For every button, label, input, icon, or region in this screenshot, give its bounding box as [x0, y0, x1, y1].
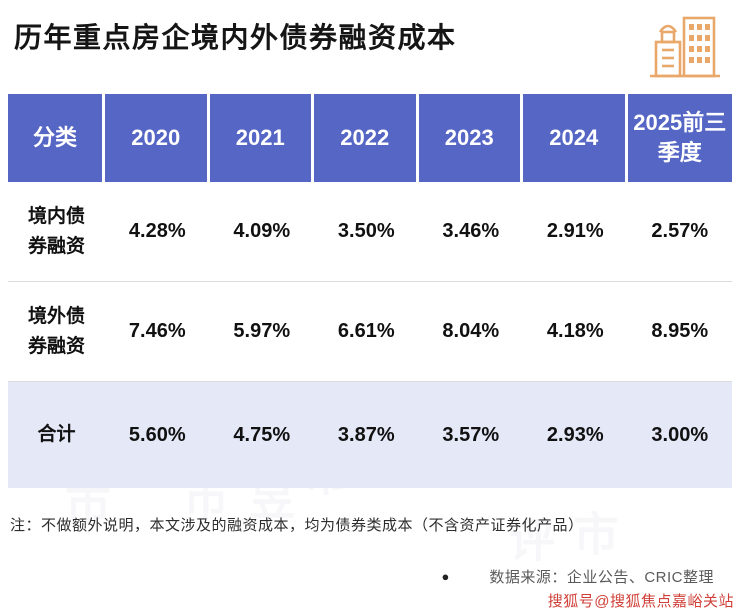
table-cell: 8.04% [418, 282, 523, 382]
page-title: 历年重点房企境内外债券融资成本 [14, 22, 457, 53]
row-label-text: 境内债券融资 [27, 206, 85, 257]
row-label: 境外债券融资 [8, 282, 105, 382]
table-cell: 3.00% [627, 382, 732, 488]
table-header-cell: 2022 [314, 94, 419, 182]
table-cell: 4.75% [209, 382, 314, 488]
bullet-icon: ● [441, 569, 450, 584]
buildings-icon [650, 16, 720, 78]
table-cell: 2.91% [523, 182, 628, 282]
table-row-domestic: 境内债券融资 4.28% 4.09% 3.50% 3.46% 2.91% 2.5… [8, 182, 732, 282]
table-header-cell: 2023 [418, 94, 523, 182]
table-cell: 3.50% [314, 182, 419, 282]
table-header-cell: 2024 [523, 94, 628, 182]
row-label: 境内债券融资 [8, 182, 105, 282]
table-cell: 8.95% [627, 282, 732, 382]
data-source: ● 数据来源：企业公告、CRIC整理 [441, 566, 714, 587]
table-header-cell: 2021 [209, 94, 314, 182]
table-row-total: 合计 5.60% 4.75% 3.87% 3.57% 2.93% 3.00% [8, 382, 732, 488]
sohu-watermark: 搜狐号@搜狐焦点嘉峪关站 [547, 593, 734, 610]
data-source-text: 数据来源：企业公告、CRIC整理 [489, 569, 714, 586]
financing-cost-table: 分类 2020 2021 2022 2023 2024 2025前三季度 境内债… [8, 94, 732, 488]
table-header-cell: 分类 [8, 94, 105, 182]
table-cell: 5.60% [105, 382, 210, 488]
table-cell: 3.46% [418, 182, 523, 282]
table-header-cell: 2025前三季度 [627, 94, 732, 182]
table-cell: 7.46% [105, 282, 210, 382]
row-label-text: 合计 [37, 424, 76, 446]
row-label: 合计 [8, 382, 105, 488]
footnote: 注：不做额外说明，本文涉及的融资成本，均为债券类成本（不含资产证券化产品） [10, 517, 584, 534]
table-row-overseas: 境外债券融资 7.46% 5.97% 6.61% 8.04% 4.18% 8.9… [8, 282, 732, 382]
table-cell: 3.87% [314, 382, 419, 488]
table-cell: 4.09% [209, 182, 314, 282]
table-header-cell: 2020 [105, 94, 210, 182]
table-cell: 2.57% [627, 182, 732, 282]
table-cell: 2.93% [523, 382, 628, 488]
table-cell: 6.61% [314, 282, 419, 382]
table-cell: 4.28% [105, 182, 210, 282]
table-cell: 3.57% [418, 382, 523, 488]
row-label-text: 境外债券融资 [27, 306, 85, 357]
table-cell: 4.18% [523, 282, 628, 382]
table-cell: 5.97% [209, 282, 314, 382]
table-header-row: 分类 2020 2021 2022 2023 2024 2025前三季度 [8, 94, 732, 182]
